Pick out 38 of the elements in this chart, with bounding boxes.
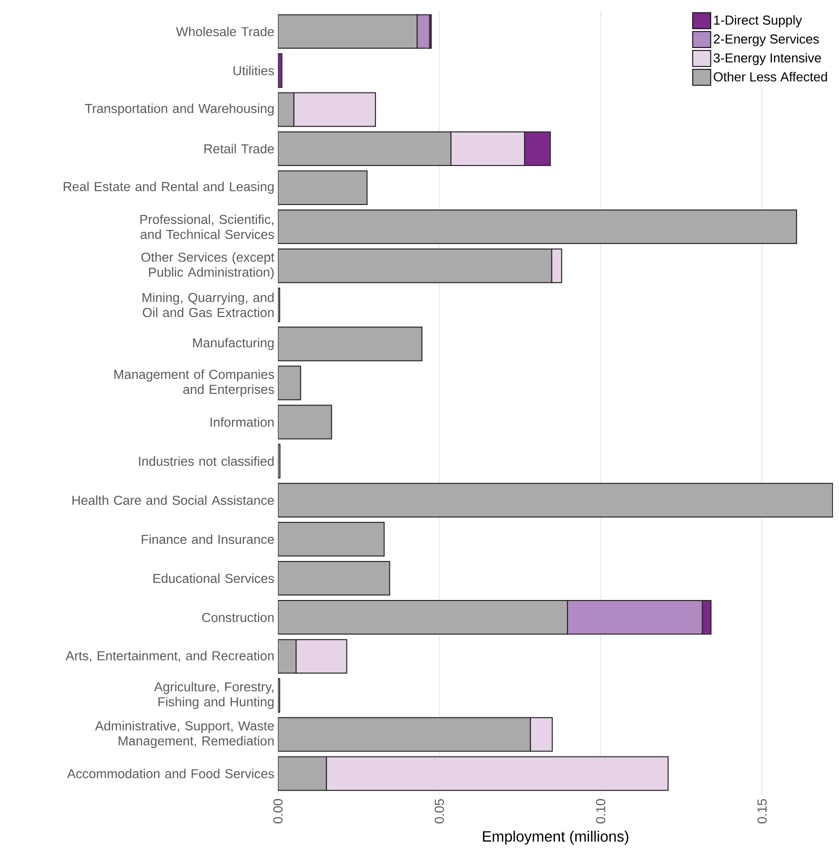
y-tick-label: Construction — [202, 612, 274, 622]
bar — [278, 326, 422, 362]
x-tick-label: 0.15 — [757, 799, 767, 824]
y-tick-label: Accommodation and Food Services — [67, 768, 274, 778]
y-tick-label: Health Care and Social Assistance — [72, 495, 274, 505]
bar — [278, 209, 798, 244]
legend-label: 2-Energy Services — [714, 34, 819, 46]
bar — [278, 404, 332, 440]
y-tick-label: Educational Services — [153, 573, 274, 584]
bar — [278, 366, 302, 400]
legend-label: Other Less Affected — [714, 72, 827, 82]
bar — [278, 522, 385, 556]
legend-label: 1-Direct Supply — [714, 15, 802, 28]
y-tick-label: Administrative, Support, Waste Management, Remediation — [95, 720, 274, 748]
bar — [278, 170, 368, 205]
bar — [278, 482, 833, 518]
y-tick-label: Utilities — [234, 66, 274, 76]
y-tick-label: Industries not classified — [139, 456, 274, 466]
x-tick-label: 0.05 — [434, 799, 444, 824]
bar — [524, 131, 551, 166]
y-tick-label: Information — [210, 417, 274, 427]
x-tick-label: 0.10 — [596, 799, 606, 824]
y-tick-label: Agriculture, Forestry, Fishing and Hunting — [154, 682, 274, 709]
legend-label: 3-Energy Intensive — [714, 52, 821, 66]
y-tick-label: Other Services (except Public Administration) — [141, 252, 274, 280]
y-tick-label: Retail Trade — [204, 144, 274, 154]
y-tick-label: Manufacturing — [193, 338, 274, 350]
y-tick-label: Wholesale Trade — [176, 26, 274, 36]
x-tick-label: 0.00 — [273, 799, 283, 824]
y-tick-label: Professional, Scientific, and Technical Services — [140, 214, 274, 240]
y-tick-label: Arts, Entertainment, and Recreation — [66, 650, 274, 662]
y-tick-label: Real Estate and Rental and Leasing — [64, 182, 274, 194]
y-tick-label: Mining, Quarrying, and Oil and Gas Extraction — [142, 292, 274, 318]
x-axis-title: Employment (millions) — [482, 830, 628, 845]
y-tick-label: Finance and Insurance — [142, 534, 274, 544]
y-tick-label: Transportation and Warehousing — [84, 104, 274, 116]
bar — [278, 560, 390, 596]
y-tick-label: Management of Companies and Enterprises — [114, 369, 274, 397]
